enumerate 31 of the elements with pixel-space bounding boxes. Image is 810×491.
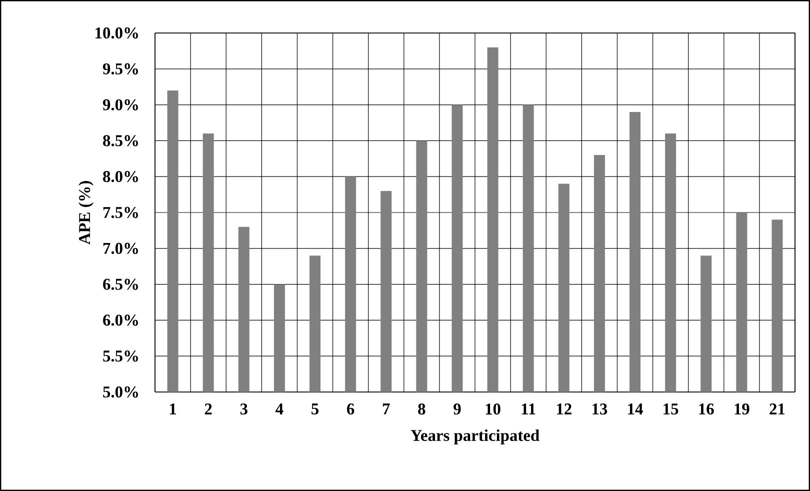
x-tick-label: 10 (486, 404, 500, 415)
x-tick-label: 3 (240, 404, 248, 415)
x-tick-label: 4 (276, 404, 284, 414)
x-tick-label: 1 (170, 404, 176, 414)
x-tick-label: 11 (522, 404, 536, 414)
y-tick-label: 5.5% (103, 350, 138, 362)
x-tick-label: 7 (382, 404, 390, 414)
y-axis-title: APE (%) (78, 181, 94, 245)
x-tick-label: 15 (664, 404, 678, 415)
x-tick-label: 8 (418, 404, 426, 415)
x-tick-label: 9 (454, 404, 461, 415)
y-tick-label: 7.0% (103, 242, 138, 254)
y-tick-label: 8.0% (103, 171, 138, 182)
y-tick-label: 9.5% (102, 63, 138, 74)
y-tick-label: 7.5% (103, 206, 138, 218)
x-tick-label: 14 (628, 404, 643, 414)
x-tick-label: 13 (592, 404, 608, 415)
x-tick-label: 6 (347, 404, 354, 415)
y-tick-label: 8.5% (103, 135, 138, 146)
y-tick-label: 6.5% (103, 278, 138, 290)
x-tick-label: 5 (312, 404, 318, 414)
y-tick-label: 5.0% (103, 386, 138, 398)
x-tick-label: 21 (770, 404, 785, 414)
y-tick-label: 9.0% (102, 99, 138, 110)
x-tick-label: 12 (556, 404, 572, 414)
x-tick-label: 19 (734, 404, 750, 415)
x-tick-label: 2 (204, 404, 212, 414)
y-tick-label: 10.0% (96, 27, 138, 39)
x-tick-label: 16 (699, 404, 714, 415)
y-tick-label: 6.0% (103, 314, 138, 326)
x-axis-title: Years participated (410, 429, 540, 444)
